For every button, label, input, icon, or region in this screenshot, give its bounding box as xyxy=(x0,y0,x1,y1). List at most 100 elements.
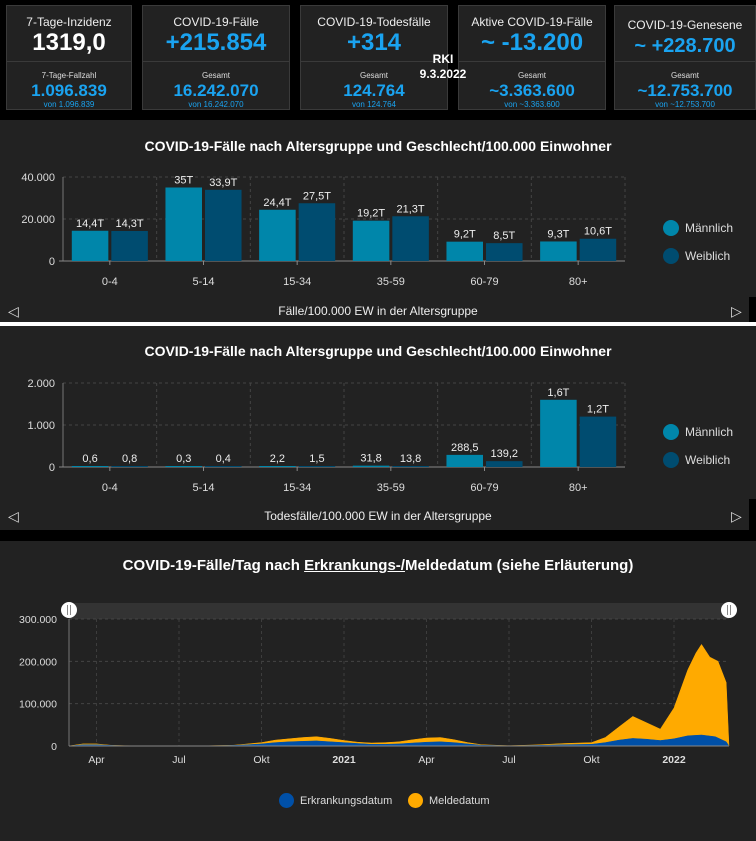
title-link[interactable]: Erkrankungs-/ xyxy=(304,557,405,574)
bar-female xyxy=(205,189,242,261)
bar-male xyxy=(165,187,202,261)
x-axis-caption: Fälle/100.000 EW in der Altersgruppe xyxy=(278,304,478,318)
x-tick-label: Okt xyxy=(253,754,269,766)
x-tick-label: Jul xyxy=(502,754,515,766)
next-button[interactable]: ▷ xyxy=(731,303,742,319)
kpi-title: Aktive COVID-19-Fälle xyxy=(471,15,593,29)
data-label: 24,4T xyxy=(263,197,291,209)
cases-by-age-panel: COVID-19-Fälle nach Altersgruppe und Ges… xyxy=(0,120,756,326)
x-tick-label: 60-79 xyxy=(470,482,498,494)
kpi-subnote: von 16.242.070 xyxy=(188,100,244,109)
x-tick-label: Okt xyxy=(583,754,599,766)
kpi-value: +215.854 xyxy=(165,29,267,56)
data-label: 10,6T xyxy=(584,226,612,238)
kpi-card-deaths: COVID-19-Todesfälle +314 Gesamt 124.764 … xyxy=(300,5,448,110)
bar-female xyxy=(205,466,242,467)
legend-label: Meldedatum xyxy=(429,794,490,807)
bar-female xyxy=(111,466,148,467)
data-label: 139,2 xyxy=(490,448,518,460)
x-tick-label: Apr xyxy=(88,754,105,766)
kpi-subtitle: Gesamt xyxy=(517,71,546,80)
x-tick-label: 0-4 xyxy=(102,276,118,288)
y-tick-label: 0 xyxy=(49,256,55,268)
source-label: RKI 9.3.2022 xyxy=(418,52,468,82)
legend-label: Erkrankungsdatum xyxy=(300,794,393,807)
bar-male xyxy=(446,454,483,467)
bar-female xyxy=(298,203,336,261)
bar-male xyxy=(165,466,202,467)
kpi-title: COVID-19-Fälle xyxy=(173,15,259,29)
kpi-value: ~ -13.200 xyxy=(480,29,584,56)
kpi-subtitle: Gesamt xyxy=(670,71,699,80)
bar-female xyxy=(392,466,429,467)
range-slider-end-handle[interactable] xyxy=(721,602,737,618)
kpi-subtitle: 7-Tage-Fallzahl xyxy=(41,71,97,80)
source-name: RKI xyxy=(432,52,454,66)
data-label: 0,6 xyxy=(82,453,97,465)
bar-female xyxy=(579,238,617,261)
data-label: 14,3T xyxy=(116,218,144,230)
legend-dot-male xyxy=(663,220,679,236)
data-label: 21,3T xyxy=(397,203,425,215)
data-label: 19,2T xyxy=(357,208,385,220)
legend-label: Männlich xyxy=(685,221,734,235)
x-tick-label: 0-4 xyxy=(102,482,118,494)
kpi-subvalue: ~12.753.700 xyxy=(637,81,733,100)
bar-male xyxy=(259,466,296,467)
data-label: 0,4 xyxy=(216,453,231,465)
legend-melde: Meldedatum xyxy=(408,793,490,808)
legend-dot-melde xyxy=(408,793,423,808)
y-tick-label: 1.000 xyxy=(27,420,55,432)
x-tick-label: 15-34 xyxy=(283,276,311,288)
bar-female xyxy=(486,243,523,261)
data-label: 35T xyxy=(174,175,193,187)
legend-dot-erkrankung xyxy=(279,793,294,808)
bar-male xyxy=(540,399,577,467)
bar-female xyxy=(486,461,523,467)
x-tick-label: Apr xyxy=(418,754,435,766)
y-tick-label: 200.000 xyxy=(19,656,57,668)
kpi-card-cases: COVID-19-Fälle +215.854 Gesamt 16.242.07… xyxy=(142,5,290,110)
x-tick-label: 60-79 xyxy=(470,276,498,288)
range-slider-start-handle[interactable] xyxy=(61,602,77,618)
bar-female xyxy=(579,416,617,467)
x-tick-label: Jul xyxy=(172,754,185,766)
chart-title: COVID-19-Fälle nach Altersgruppe und Ges… xyxy=(144,138,612,154)
data-label: 8,5T xyxy=(493,230,515,242)
chart-title: COVID-19-Fälle nach Altersgruppe und Ges… xyxy=(144,343,612,359)
data-label: 33,9T xyxy=(209,177,237,189)
x-axis-caption: Todesfälle/100.000 EW in der Altersgrupp… xyxy=(264,509,492,523)
legend-label: Männlich xyxy=(685,425,734,439)
daily-cases-panel: COVID-19-Fälle/Tag nach Erkrankungs-/Mel… xyxy=(0,541,756,841)
x-tick-label: 35-59 xyxy=(377,482,405,494)
kpi-card-recovered: COVID-19-Genesene ~ +228.700 Gesamt ~12.… xyxy=(614,5,756,110)
prev-button[interactable]: ◁ xyxy=(8,303,19,319)
kpi-card-active: Aktive COVID-19-Fälle ~ -13.200 Gesamt ~… xyxy=(458,5,606,110)
legend-male: Männlich xyxy=(663,220,733,236)
kpi-card-incidence: 7-Tage-Inzidenz 1319,0 7-Tage-Fallzahl 1… xyxy=(6,5,132,110)
bar-male xyxy=(352,465,390,467)
kpi-subnote: von ~12.753.700 xyxy=(655,100,715,109)
x-tick-label: 15-34 xyxy=(283,482,311,494)
prev-button[interactable]: ◁ xyxy=(8,508,19,524)
x-tick-label: 80+ xyxy=(569,276,588,288)
kpi-subvalue: 124.764 xyxy=(343,81,405,100)
kpi-title: COVID-19-Genesene xyxy=(627,18,743,32)
data-label: 9,2T xyxy=(454,229,476,241)
chart-title: COVID-19-Fälle/Tag nach Erkrankungs-/Mel… xyxy=(0,557,756,574)
x-tick-label: 80+ xyxy=(569,482,588,494)
kpi-title: COVID-19-Todesfälle xyxy=(317,15,431,29)
data-label: 27,5T xyxy=(303,190,331,202)
bar-male xyxy=(71,230,109,261)
kpi-value: 1319,0 xyxy=(32,29,106,56)
kpi-subvalue: 16.242.070 xyxy=(173,81,259,100)
area-series-erkrankungsdatum xyxy=(68,734,730,747)
next-button[interactable]: ▷ xyxy=(731,508,742,524)
legend-label: Weiblich xyxy=(685,453,731,467)
y-tick-label: 20.000 xyxy=(21,214,55,226)
kpi-subnote: von ~3.363.600 xyxy=(504,100,560,109)
deaths-by-age-chart: 0 1.000 2.000 0-4 0,6 0,8 5-14 0,3 0,4 15-34 2,2 1,… xyxy=(27,378,626,494)
bar-male xyxy=(540,241,577,261)
legend-dot-male xyxy=(663,424,679,440)
kpi-subvalue: 1.096.839 xyxy=(31,81,107,100)
